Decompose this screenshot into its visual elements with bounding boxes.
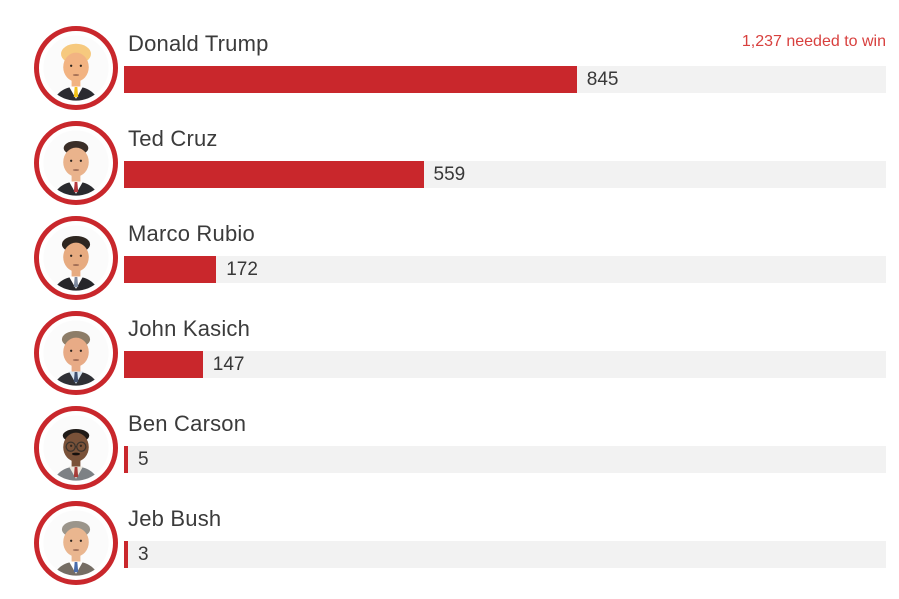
bar-track: 5 [124,446,886,473]
bar-track: 172 [124,256,886,283]
delegate-count: 845 [586,68,619,90]
candidate-name: Marco Rubio [128,221,255,246]
candidate-name: Donald Trump [128,31,269,56]
row-content: Donald Trump 845 [124,20,899,93]
avatar-john-kasich [34,311,118,395]
candidate-row-jeb-bush: Jeb Bush 3 [0,495,899,590]
avatar-ben-carson [34,406,118,490]
delegate-bar [124,541,128,568]
candidate-row-ted-cruz: Ted Cruz 559 [0,115,899,210]
delegate-count: 147 [212,353,245,375]
avatar-donald-trump [34,26,118,110]
delegate-count: 559 [433,163,466,185]
candidate-name: Jeb Bush [128,506,222,531]
bar-track: 3 [124,541,886,568]
row-content: Ted Cruz 559 [124,115,899,188]
delegate-bar [124,161,424,188]
row-content: Jeb Bush 3 [124,495,899,568]
delegate-count: 5 [138,448,149,470]
candidate-row-marco-rubio: Marco Rubio 172 [0,210,899,305]
candidate-name: Ben Carson [128,411,247,436]
delegate-count: 172 [226,258,258,280]
candidate-row-john-kasich: John Kasich 147 [0,305,899,400]
candidate-row-donald-trump: Donald Trump 845 [0,20,899,115]
delegate-bar [124,351,203,378]
candidate-rows: Donald Trump 845 Ted Cruz 559 Marco Rubi… [0,20,899,590]
delegate-count: 3 [138,543,149,565]
candidate-row-ben-carson: Ben Carson 5 [0,400,899,495]
row-content: John Kasich 147 [124,305,899,378]
avatar-marco-rubio [34,216,118,300]
avatar-ted-cruz [34,121,118,205]
candidate-name: John Kasich [128,316,251,341]
avatar-jeb-bush [34,501,118,585]
bar-track: 559 [124,161,886,188]
row-content: Marco Rubio 172 [124,210,899,283]
candidate-name: Ted Cruz [128,126,218,151]
delegate-bar [124,256,217,283]
bar-track: 845 [124,66,886,93]
row-content: Ben Carson 5 [124,400,899,473]
bar-track: 147 [124,351,886,378]
delegate-bar [124,446,128,473]
delegate-bar [124,66,577,93]
needed-to-win-label: 1,237 needed to win [741,33,886,50]
